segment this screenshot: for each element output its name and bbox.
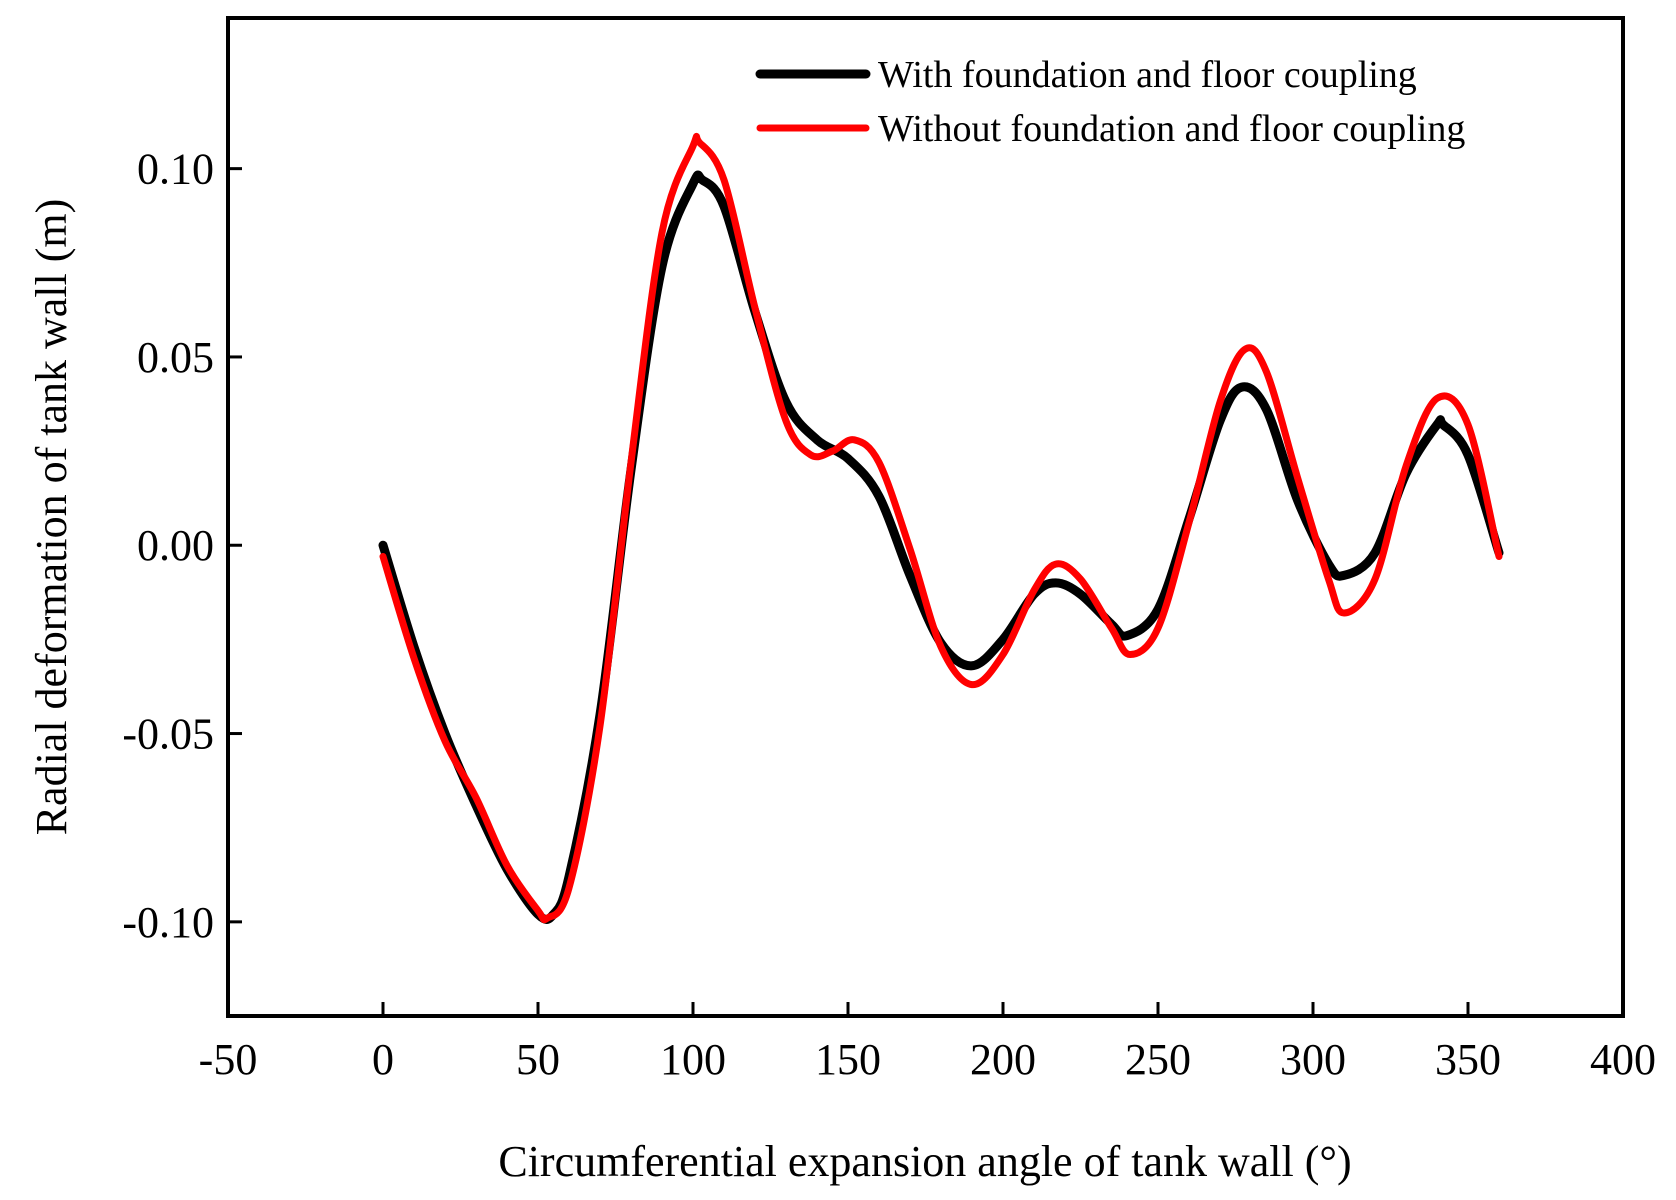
y-tick-label: 0.00: [137, 521, 214, 570]
y-axis: -0.10 -0.05 0.00 0.05 0.10: [122, 145, 242, 947]
x-tick-label: 150: [815, 1035, 881, 1084]
y-tick-label: -0.05: [122, 710, 214, 759]
x-tick-label: 400: [1590, 1035, 1656, 1084]
legend-label: With foundation and floor coupling: [878, 54, 1417, 96]
series-layer: [378, 132, 1504, 924]
x-tick-label: 100: [660, 1035, 726, 1084]
plot-frame: [226, 16, 1625, 1018]
x-tick-label: 350: [1435, 1035, 1501, 1084]
x-tick-label: 50: [516, 1035, 560, 1084]
series-line-with-coupling: [378, 170, 1504, 924]
y-tick-label: -0.10: [122, 898, 214, 947]
x-tick-label: 200: [970, 1035, 1036, 1084]
x-tick-label: 300: [1280, 1035, 1346, 1084]
series-line-without-coupling: [379, 132, 1503, 924]
y-tick-label: 0.05: [137, 333, 214, 382]
x-axis-title: Circumferential expansion angle of tank …: [498, 1137, 1351, 1186]
y-tick-label: 0.10: [137, 145, 214, 194]
x-tick-label: 0: [372, 1035, 394, 1084]
x-axis: -50 0 50 100 150 200 250 300 350 400: [199, 1002, 1656, 1084]
x-tick-label: 250: [1125, 1035, 1191, 1084]
y-axis-title: Radial deformation of tank wall (m): [27, 199, 76, 836]
legend-label: Without foundation and floor coupling: [878, 108, 1465, 150]
legend: With foundation and floor coupling Withou…: [755, 54, 1465, 150]
x-tick-label: -50: [199, 1035, 258, 1084]
